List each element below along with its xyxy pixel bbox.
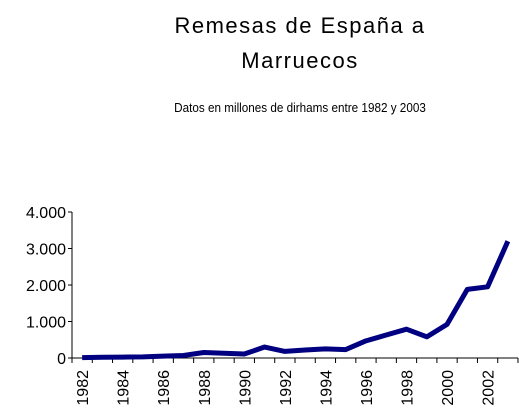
y-tick-label: 0 [57,351,66,368]
x-tick-label: 1996 [359,370,376,406]
x-tick-label: 1988 [197,370,214,406]
x-tick-label: 2002 [481,370,498,406]
x-tick-label: 1986 [156,370,173,406]
x-tick-label: 1982 [75,370,92,406]
chart-subtitle: Datos en millones de dirhams entre 1982 … [174,100,426,115]
chart-title: Remesas de España a Marruecos [174,13,426,73]
y-tick-label: 4.000 [26,205,66,222]
line-series [82,240,511,361]
x-tick-label: 1992 [278,370,295,406]
x-tick-label: 1984 [116,370,133,406]
x-tick-label: 2000 [440,370,457,406]
x-tick-label: 1998 [400,370,417,406]
y-tick-label: 1.000 [26,315,66,332]
y-tick-label: 2.000 [26,278,66,295]
x-tick-label: 1990 [237,370,254,406]
y-tick-label: 3.000 [26,242,66,259]
x-tick-label: 1994 [318,370,335,406]
